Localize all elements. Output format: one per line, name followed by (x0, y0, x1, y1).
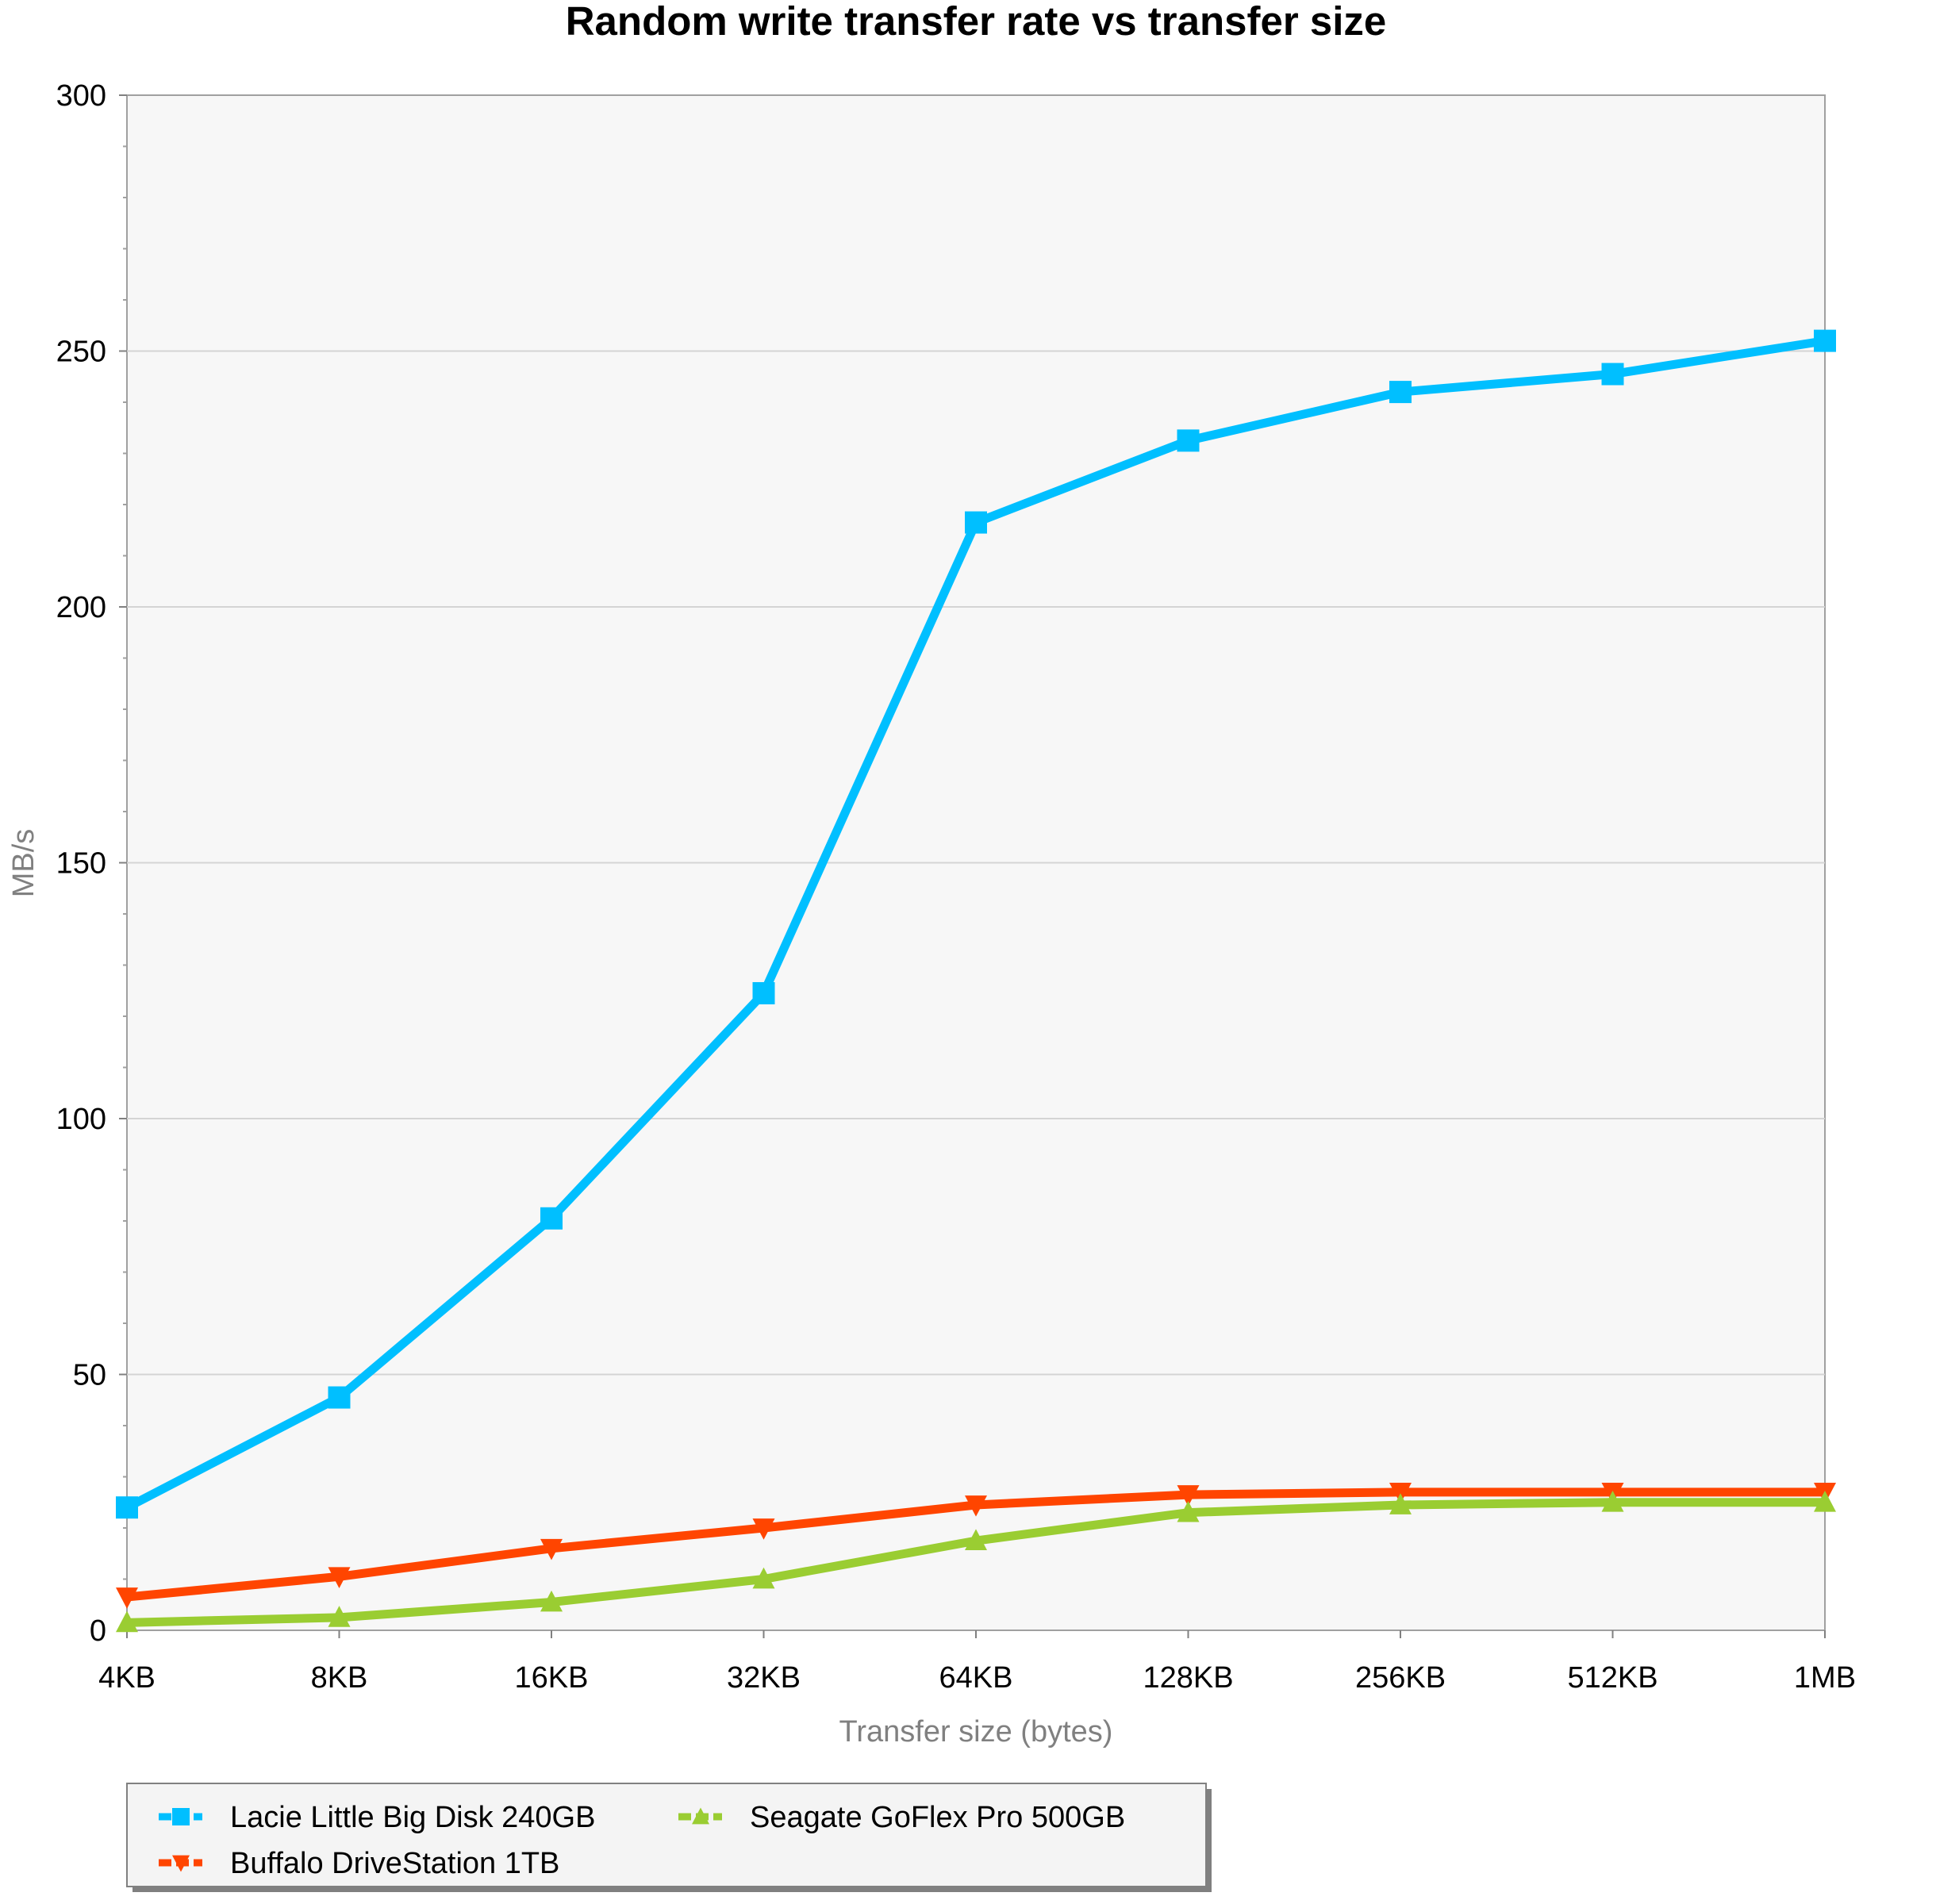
y-tick-label: 50 (73, 1359, 106, 1392)
data-point (1389, 1493, 1412, 1514)
data-point (328, 1386, 351, 1409)
data-point (328, 1606, 351, 1627)
legend-item: Lacie Little Big Disk 240GB (159, 1801, 595, 1834)
data-point (1177, 429, 1200, 452)
data-point (328, 1567, 351, 1588)
data-point (1389, 1482, 1412, 1504)
legend-label: Lacie Little Big Disk 240GB (230, 1801, 595, 1834)
data-point (1177, 1485, 1200, 1507)
data-point (116, 1610, 138, 1633)
legend-label: Buffalo DriveStation 1TB (230, 1847, 559, 1880)
x-tick-label: 16KB (515, 1661, 589, 1695)
y-tick-label: 250 (56, 336, 106, 369)
data-point (1177, 1500, 1200, 1522)
data-point (1601, 1491, 1624, 1512)
x-tick-label: 128KB (1143, 1661, 1233, 1695)
grid-lines (127, 350, 1825, 1376)
y-tick-label: 200 (56, 591, 106, 624)
series-2 (116, 1491, 1836, 1633)
data-point (965, 511, 987, 534)
data-point (752, 981, 775, 1004)
data-point (965, 1529, 987, 1551)
legend-item: Buffalo DriveStation 1TB (159, 1847, 559, 1880)
x-tick-label: 32KB (727, 1661, 801, 1695)
data-point (752, 1518, 775, 1540)
x-tick-label: 1MB (1794, 1661, 1856, 1695)
data-point (1814, 329, 1836, 352)
data-point (752, 1567, 775, 1589)
x-axis-label: Transfer size (bytes) (839, 1715, 1113, 1749)
data-point (540, 1538, 563, 1560)
data-point (540, 1207, 563, 1230)
x-tick-label: 8KB (311, 1661, 368, 1695)
legend: Lacie Little Big Disk 240GB Buffalo Drive… (126, 1783, 1212, 1892)
y-tick-label: 100 (56, 1103, 106, 1136)
data-point (1389, 381, 1412, 404)
data-point (965, 1495, 987, 1517)
data-point (116, 1496, 138, 1519)
axis-ticks: 0 50 100 150 200 250 300 4KB 8KB 16KB 32KB 64KB 128K… (56, 79, 1856, 1695)
legend-label: Seagate GoFlex Pro 500GB (750, 1801, 1125, 1834)
x-tick-label: 4KB (98, 1661, 156, 1695)
legend-item: Seagate GoFlex Pro 500GB (678, 1801, 1125, 1834)
y-axis-label: MB/s (7, 829, 40, 898)
legend-swatch-marker (172, 1855, 190, 1872)
x-tick-label: 512KB (1567, 1661, 1658, 1695)
data-point (1601, 363, 1624, 386)
legend-swatch-marker (172, 1808, 190, 1825)
data-point (1814, 1491, 1836, 1512)
data-point (540, 1590, 563, 1612)
series-0 (116, 329, 1836, 1519)
series-group (116, 329, 1836, 1633)
data-point (116, 1587, 138, 1609)
legend-swatch-marker (692, 1807, 709, 1825)
x-tick-label: 64KB (939, 1661, 1013, 1695)
y-tick-label: 150 (56, 847, 106, 881)
chart-title: Random write transfer rate vs transfer s… (566, 0, 1387, 44)
y-tick-label: 0 (90, 1614, 106, 1648)
series-1 (116, 1482, 1836, 1609)
x-tick-label: 256KB (1355, 1661, 1446, 1695)
legend-box (126, 1783, 1207, 1887)
y-tick-label: 300 (56, 79, 106, 113)
